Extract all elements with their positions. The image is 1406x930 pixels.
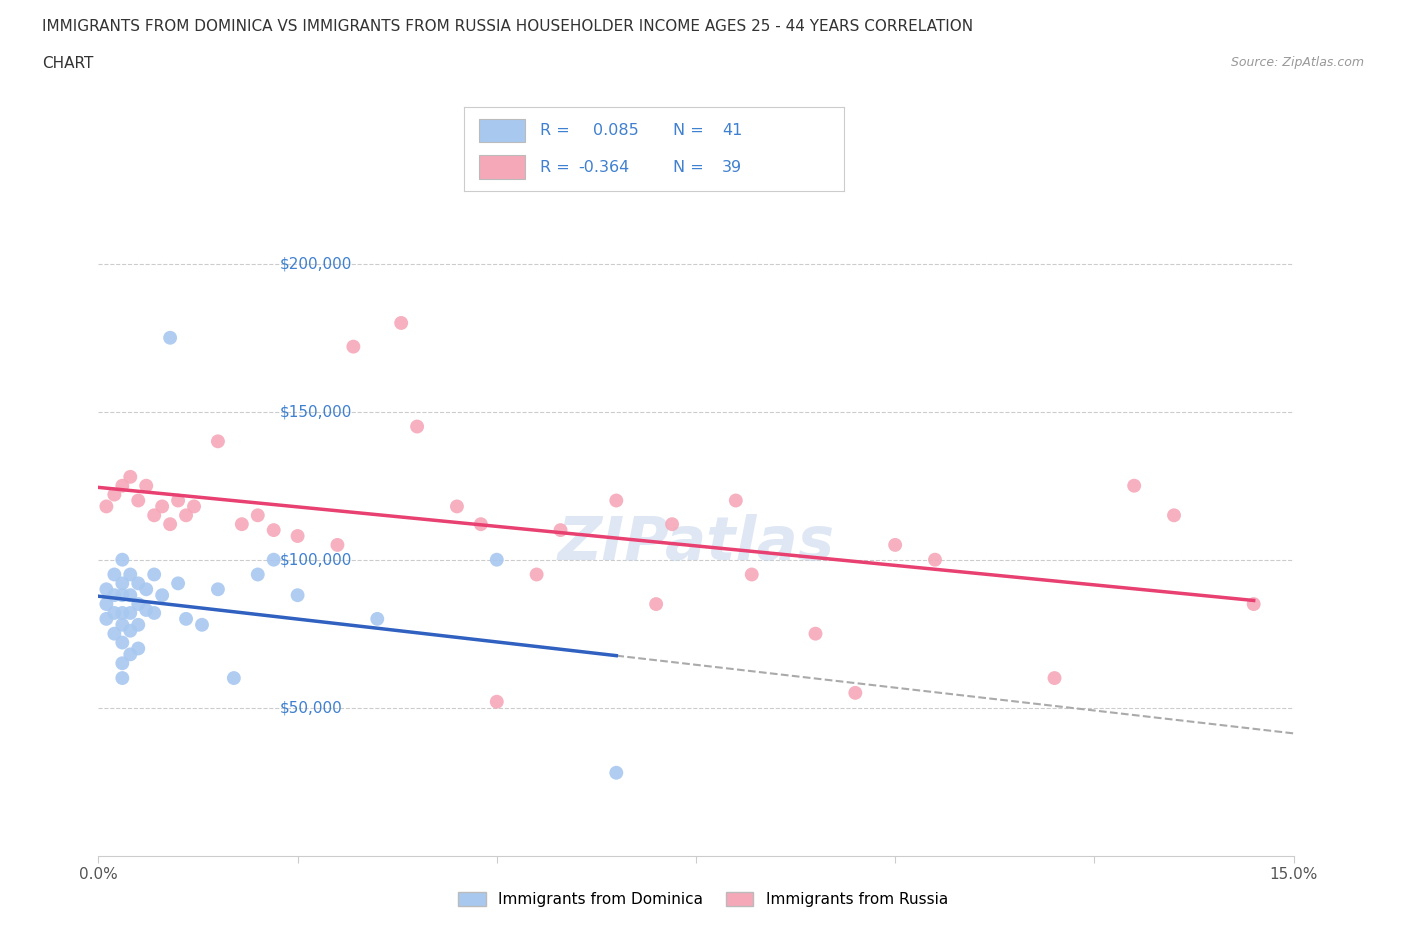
Point: [135, 603, 157, 618]
Point: [127, 641, 149, 656]
Point: [96, 611, 118, 626]
Point: [231, 517, 253, 532]
Text: 0.085: 0.085: [593, 123, 638, 138]
Point: [111, 635, 134, 650]
Text: ZIPatlas: ZIPatlas: [557, 513, 835, 573]
Point: [550, 523, 572, 538]
Point: [1163, 508, 1185, 523]
Text: N =: N =: [673, 123, 709, 138]
Point: [96, 597, 118, 612]
Point: [111, 656, 134, 671]
Point: [1043, 671, 1066, 685]
Point: [135, 478, 157, 493]
Point: [127, 576, 149, 591]
Point: [724, 493, 747, 508]
Point: [120, 647, 142, 662]
Text: R =: R =: [540, 123, 575, 138]
Text: $200,000: $200,000: [280, 257, 353, 272]
Point: [605, 765, 627, 780]
Point: [143, 567, 166, 582]
Point: [605, 493, 627, 508]
Text: CHART: CHART: [42, 56, 94, 71]
Bar: [479, 155, 524, 179]
Point: [366, 611, 388, 626]
Point: [120, 623, 142, 638]
Point: [446, 499, 468, 514]
Point: [111, 478, 134, 493]
Point: [246, 567, 269, 582]
Text: 41: 41: [723, 123, 742, 138]
Point: [103, 567, 125, 582]
Point: [120, 567, 142, 582]
Point: [167, 493, 190, 508]
Text: $150,000: $150,000: [280, 405, 353, 419]
Point: [406, 419, 429, 434]
Point: [150, 499, 173, 514]
Point: [526, 567, 548, 582]
Point: [135, 582, 157, 597]
Text: $100,000: $100,000: [280, 552, 353, 567]
Point: [127, 493, 149, 508]
Point: [120, 588, 142, 603]
Point: [103, 626, 125, 641]
Point: [174, 508, 197, 523]
Point: [111, 605, 134, 620]
Point: [342, 339, 364, 354]
Point: [111, 576, 134, 591]
Point: [485, 695, 508, 710]
Point: [207, 582, 229, 597]
Point: [174, 611, 197, 626]
Point: [326, 538, 349, 552]
Point: [103, 605, 125, 620]
Point: [183, 499, 205, 514]
Point: [804, 626, 827, 641]
Point: [645, 597, 668, 612]
Text: IMMIGRANTS FROM DOMINICA VS IMMIGRANTS FROM RUSSIA HOUSEHOLDER INCOME AGES 25 - : IMMIGRANTS FROM DOMINICA VS IMMIGRANTS F…: [42, 19, 973, 33]
Point: [159, 517, 181, 532]
Point: [470, 517, 492, 532]
Point: [741, 567, 763, 582]
Point: [127, 618, 149, 632]
Point: [120, 605, 142, 620]
Point: [389, 315, 412, 330]
Point: [111, 588, 134, 603]
Text: Source: ZipAtlas.com: Source: ZipAtlas.com: [1230, 56, 1364, 69]
Point: [111, 552, 134, 567]
Point: [167, 576, 190, 591]
Point: [287, 588, 309, 603]
Point: [222, 671, 245, 685]
Point: [844, 685, 866, 700]
Point: [1123, 478, 1146, 493]
Point: [263, 523, 285, 538]
Point: [96, 499, 118, 514]
Text: R =: R =: [540, 160, 575, 175]
Point: [111, 671, 134, 685]
Point: [143, 605, 166, 620]
Point: [884, 538, 907, 552]
Point: [96, 582, 118, 597]
Point: [485, 552, 508, 567]
Point: [127, 597, 149, 612]
Text: $50,000: $50,000: [280, 700, 343, 715]
Text: N =: N =: [673, 160, 709, 175]
Bar: [479, 119, 524, 142]
Point: [191, 618, 214, 632]
Point: [120, 470, 142, 485]
Point: [246, 508, 269, 523]
Point: [263, 552, 285, 567]
Point: [143, 508, 166, 523]
Point: [111, 618, 134, 632]
Point: [150, 588, 173, 603]
Point: [287, 528, 309, 543]
Text: -0.364: -0.364: [578, 160, 628, 175]
Text: 39: 39: [723, 160, 742, 175]
Point: [661, 517, 683, 532]
Point: [207, 434, 229, 449]
Legend: Immigrants from Dominica, Immigrants from Russia: Immigrants from Dominica, Immigrants fro…: [453, 885, 953, 913]
Point: [159, 330, 181, 345]
Point: [103, 487, 125, 502]
Point: [924, 552, 946, 567]
Point: [1243, 597, 1265, 612]
Point: [103, 588, 125, 603]
